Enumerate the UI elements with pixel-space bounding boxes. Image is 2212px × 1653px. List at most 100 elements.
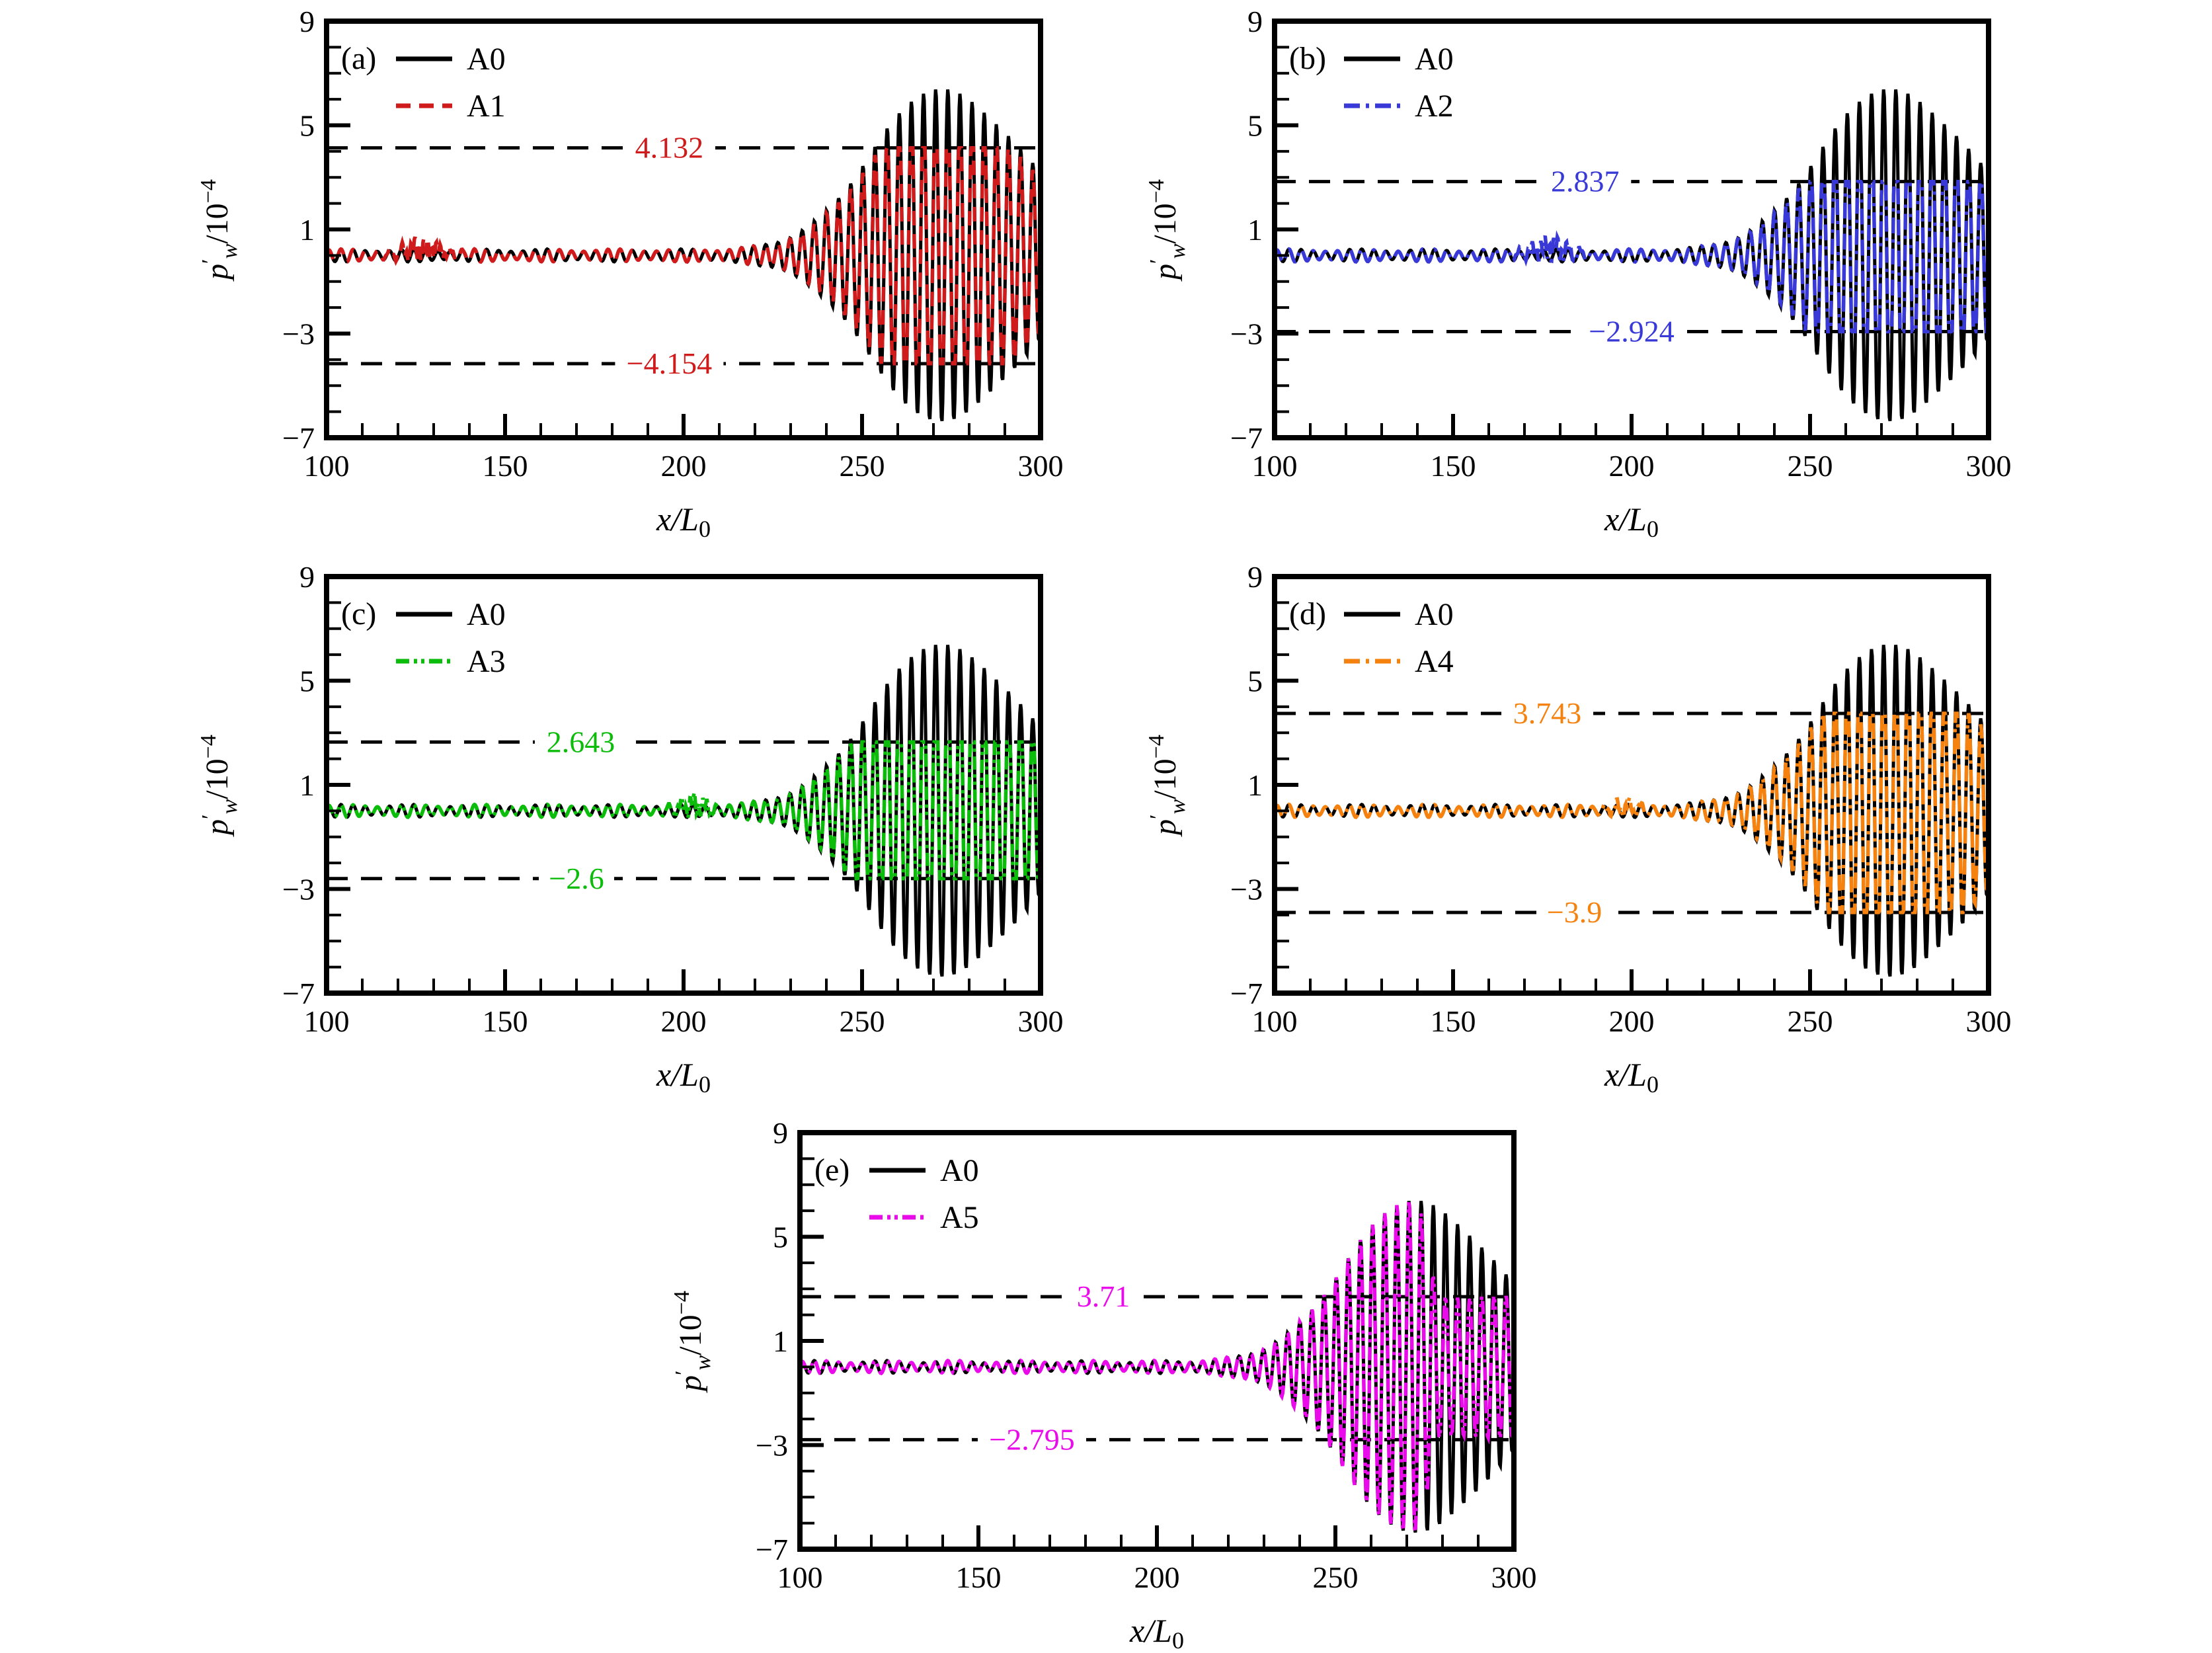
legend-label-A0: A0 [1415, 42, 1454, 77]
y-axis-label-c: p′w/10−4 [196, 735, 242, 837]
series-A4-curve-d [1275, 711, 1989, 914]
y-tick-label: 9 [773, 1116, 788, 1150]
x-tick-label: 250 [840, 449, 885, 483]
x-axis-label-e: x/L0 [1129, 1612, 1184, 1653]
panel-letter-b: (b) [1289, 41, 1326, 76]
saturation-value-lower-c: −2.6 [549, 862, 604, 895]
x-tick-label: 300 [1018, 1004, 1064, 1038]
x-tick-label: 200 [661, 449, 707, 483]
y-tick-label: 5 [299, 665, 315, 698]
x-tick-label: 150 [483, 449, 528, 483]
series-A2-curve-b [1275, 179, 1989, 334]
y-tick-label: −7 [1230, 421, 1263, 455]
x-tick-label: 200 [1609, 1004, 1655, 1038]
x-tick-label: 300 [1491, 1560, 1537, 1594]
y-tick-label: −7 [282, 421, 315, 455]
saturation-value-upper-c: 2.643 [547, 725, 615, 758]
x-tick-label: 100 [1252, 1004, 1298, 1038]
x-tick-label: 300 [1018, 449, 1064, 483]
legend-label-A1: A1 [467, 89, 506, 124]
legend-label-A4: A4 [1415, 644, 1454, 679]
legend-label-A3: A3 [467, 644, 506, 679]
saturation-value-lower-e: −2.795 [989, 1422, 1074, 1456]
y-axis-label-a: p′w/10−4 [196, 179, 242, 282]
y-tick-label: −3 [756, 1429, 788, 1463]
y-tick-label: 5 [1247, 665, 1263, 698]
saturation-label-mask [1539, 163, 1632, 200]
saturation-label-mask [623, 130, 715, 166]
y-tick-label: 1 [1247, 213, 1263, 247]
y-tick-label: 1 [1247, 768, 1263, 802]
x-tick-label: 100 [304, 1004, 350, 1038]
saturation-label-mask [1577, 313, 1686, 350]
x-tick-label: 200 [1609, 449, 1655, 483]
y-tick-label: −7 [756, 1533, 788, 1566]
y-axis-label-b: p′w/10−4 [1144, 179, 1190, 282]
x-axis-label-c: x/L0 [656, 1056, 711, 1098]
legend-label-A0: A0 [467, 42, 506, 77]
y-tick-label: 5 [299, 109, 315, 143]
y-tick-label: 9 [1247, 5, 1263, 38]
x-tick-label: 200 [661, 1004, 707, 1038]
y-tick-label: −3 [282, 317, 315, 351]
panel-letter-a: (a) [341, 41, 376, 76]
x-tick-label: 150 [1431, 449, 1476, 483]
x-tick-label: 300 [1966, 449, 2012, 483]
saturation-value-lower-d: −3.9 [1547, 895, 1602, 929]
x-tick-label: 150 [483, 1004, 528, 1038]
y-tick-label: −3 [1230, 873, 1263, 907]
x-axis-label-a: x/L0 [656, 501, 711, 542]
series-A3-curve-c [327, 740, 1041, 881]
panel-letter-d: (d) [1289, 596, 1326, 631]
series-A5-curve-e [800, 1201, 1514, 1533]
series-A0-curve-c [327, 645, 1041, 977]
y-tick-label: −7 [282, 977, 315, 1010]
saturation-label-mask [539, 860, 614, 897]
x-tick-label: 250 [1313, 1560, 1359, 1594]
legend-label-A5: A5 [940, 1200, 979, 1235]
saturation-label-mask [1536, 894, 1612, 930]
saturation-label-mask [615, 345, 724, 382]
x-tick-label: 100 [777, 1560, 823, 1594]
y-tick-label: 1 [773, 1324, 788, 1358]
legend-label-A0: A0 [940, 1153, 979, 1188]
x-tick-label: 150 [1431, 1004, 1476, 1038]
y-tick-label: 5 [773, 1221, 788, 1254]
saturation-value-upper-a: 4.132 [635, 131, 704, 165]
saturation-label-mask [534, 724, 627, 760]
x-tick-label: 250 [840, 1004, 885, 1038]
legend-label-A0: A0 [467, 597, 506, 632]
saturation-value-upper-e: 3.71 [1077, 1279, 1130, 1313]
x-axis-label-b: x/L0 [1604, 501, 1659, 542]
legend-label-A0: A0 [1415, 597, 1454, 632]
y-tick-label: −7 [1230, 977, 1263, 1010]
y-axis-label-e: p′w/10−4 [670, 1291, 715, 1393]
y-tick-label: 9 [299, 5, 315, 38]
y-axis-label-d: p′w/10−4 [1144, 735, 1190, 837]
series-A1-curve-a [327, 145, 1041, 366]
y-tick-label: 1 [299, 213, 315, 247]
x-tick-label: 100 [304, 449, 350, 483]
x-tick-label: 150 [956, 1560, 1002, 1594]
saturation-value-lower-b: −2.924 [1589, 315, 1674, 348]
y-tick-label: −3 [1230, 317, 1263, 351]
x-tick-label: 100 [1252, 449, 1298, 483]
y-tick-label: 9 [1247, 560, 1263, 594]
x-tick-label: 200 [1134, 1560, 1180, 1594]
saturation-value-upper-b: 2.837 [1551, 165, 1620, 198]
y-tick-label: −3 [282, 873, 315, 907]
saturation-label-mask [1066, 1279, 1141, 1315]
saturation-value-upper-d: 3.743 [1513, 696, 1582, 730]
panel-letter-c: (c) [341, 596, 376, 631]
y-tick-label: 1 [299, 768, 315, 802]
legend-label-A2: A2 [1415, 89, 1454, 124]
saturation-value-lower-a: −4.154 [627, 346, 712, 380]
saturation-label-mask [978, 1422, 1086, 1458]
x-tick-label: 250 [1788, 1004, 1833, 1038]
x-axis-label-d: x/L0 [1604, 1056, 1659, 1098]
